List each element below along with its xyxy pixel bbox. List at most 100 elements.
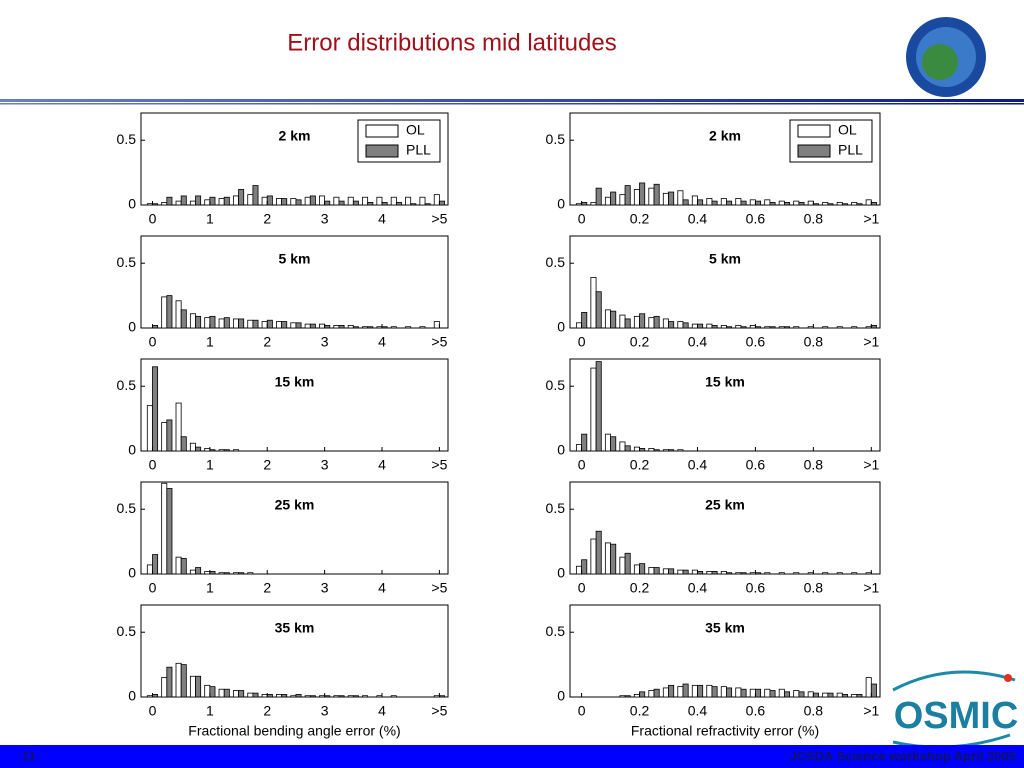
bar (755, 326, 762, 329)
bar (390, 196, 397, 206)
header-rule (0, 99, 1024, 102)
bar (581, 202, 588, 206)
bar (333, 196, 340, 206)
bar (653, 183, 660, 206)
x-tick-label: 0.6 (746, 580, 766, 596)
x-tick-label: 0.8 (804, 580, 824, 596)
bar (338, 695, 345, 698)
bar (195, 567, 202, 575)
bar (769, 202, 776, 206)
bar (682, 569, 689, 575)
bar (232, 449, 239, 452)
bar (238, 690, 245, 698)
bar (166, 488, 173, 575)
bar (677, 686, 684, 698)
bar (711, 571, 718, 575)
bar (624, 185, 631, 206)
bar (433, 321, 440, 329)
bar (619, 556, 626, 575)
x-axis-label: Fractional bending angle error (%) (188, 723, 400, 739)
bar (319, 195, 326, 206)
bar (865, 572, 872, 575)
bar (793, 690, 800, 698)
bar (419, 326, 426, 329)
bar (769, 326, 776, 329)
x-tick-label: 0.8 (804, 334, 824, 350)
bar (706, 684, 713, 698)
x-tick-label: 0 (149, 334, 157, 350)
bar (856, 203, 863, 206)
bar (238, 318, 245, 329)
bar (276, 198, 282, 206)
legend-label: OL (838, 122, 857, 138)
bar (726, 200, 733, 206)
bar (793, 326, 800, 329)
bar (195, 315, 202, 329)
x-tick-label: 0.2 (630, 580, 650, 596)
x-tick-label: 0.8 (804, 703, 824, 719)
bar (232, 572, 239, 575)
y-tick-label: 0 (128, 196, 136, 212)
bar (347, 196, 354, 206)
bar (232, 690, 239, 698)
bar (865, 326, 872, 329)
bar (639, 563, 646, 575)
bar (668, 321, 675, 329)
bar (209, 315, 216, 329)
x-tick-label: 0.6 (746, 457, 766, 473)
bar (697, 199, 704, 206)
bar (333, 695, 340, 698)
x-tick-label: 3 (321, 703, 329, 719)
bar (798, 691, 805, 698)
bar (410, 203, 417, 206)
bar (624, 445, 631, 452)
y-tick-label: 0.5 (546, 623, 566, 639)
bar (352, 326, 359, 329)
legend-swatch (365, 144, 399, 158)
bar (595, 361, 602, 452)
x-tick-label: 0 (149, 703, 157, 719)
footer-text: JCSDA Science workshop April 2005 (789, 748, 1016, 763)
bar (677, 569, 684, 575)
x-tick-label: 4 (378, 334, 386, 350)
bar (180, 664, 187, 698)
x-tick-label: 0.2 (630, 457, 650, 473)
bar (590, 277, 597, 329)
bar (161, 677, 168, 698)
bar (376, 695, 383, 698)
x-tick-label: 0 (578, 457, 586, 473)
x-tick-label: 3 (321, 211, 329, 227)
y-tick-label: 0 (557, 565, 565, 581)
bar (639, 448, 646, 452)
bar (677, 321, 684, 329)
bar (204, 317, 211, 329)
bar (381, 202, 388, 206)
x-tick-label: 0 (578, 334, 586, 350)
slide-title: Error distributions mid latitudes (287, 29, 616, 56)
bar (749, 688, 756, 698)
y-tick-label: 0.5 (117, 500, 137, 516)
bar (319, 695, 326, 698)
bar (648, 567, 655, 575)
bar (633, 315, 640, 329)
bar (836, 692, 843, 698)
bar (851, 694, 858, 698)
bar (290, 695, 297, 698)
bar (161, 296, 168, 329)
bar (295, 694, 302, 698)
x-tick-label: >1 (863, 457, 879, 473)
bar (604, 196, 611, 206)
bar (691, 684, 698, 698)
bar (610, 543, 617, 575)
bar (152, 366, 159, 452)
bar (648, 187, 655, 206)
x-tick-label: 0.4 (688, 211, 708, 227)
bar (836, 572, 843, 575)
x-tick-label: 3 (321, 457, 329, 473)
bar (223, 572, 230, 575)
bar (706, 571, 713, 575)
legend-label: PLL (838, 142, 863, 158)
bar (295, 322, 302, 329)
x-tick-label: 4 (378, 457, 386, 473)
bar (633, 694, 640, 698)
